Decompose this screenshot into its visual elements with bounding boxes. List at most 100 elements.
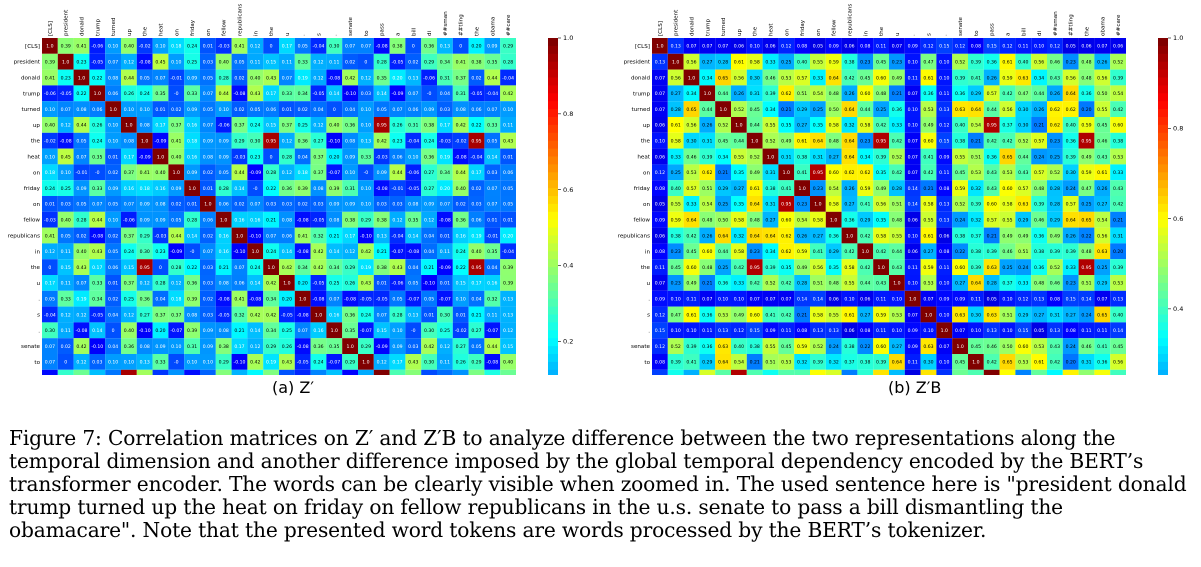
heatmap-cell <box>326 227 343 244</box>
heatmap-cell <box>310 117 327 133</box>
heatmap-cell <box>452 322 469 339</box>
cell-value-label: 0.36 <box>1034 233 1044 239</box>
heatmap-cell <box>168 227 185 244</box>
cell-value-label: -0.07 <box>328 170 340 176</box>
cell-value-label: 0.60 <box>876 344 886 350</box>
cell-value-label: 0.42 <box>1050 360 1060 366</box>
colorbar-segment <box>1158 140 1168 150</box>
heatmap-cell <box>42 338 58 354</box>
heatmap-cell <box>452 275 469 291</box>
cell-value-label: 0.54 <box>1113 91 1123 97</box>
heatmap-cell <box>184 180 200 196</box>
heatmap-cell <box>683 338 700 354</box>
heatmap-cell <box>1094 148 1111 165</box>
cell-value-label: -0.08 <box>313 297 325 303</box>
heatmap-cell <box>437 164 453 181</box>
heatmap-cell <box>484 243 501 260</box>
heatmap-cell <box>452 53 469 70</box>
heatmap-cell <box>42 53 58 70</box>
heatmap-cell <box>1078 354 1095 370</box>
cell-value-label: 0.57 <box>1034 170 1044 176</box>
cell-value-label: 0.42 <box>750 281 760 287</box>
cell-value-label: 0.12 <box>955 44 965 50</box>
heatmap-cell <box>184 38 200 54</box>
heatmap-cell <box>999 243 1016 260</box>
cell-value-label: 0.64 <box>829 75 839 81</box>
heatmap-cell <box>1110 322 1126 339</box>
heatmap-cell <box>841 117 858 133</box>
heatmap-cell <box>310 243 327 260</box>
heatmap-cell <box>778 338 795 354</box>
heatmap-cell <box>715 53 731 70</box>
heatmap-cell <box>215 85 232 102</box>
heatmap-cell <box>326 180 343 196</box>
colorbar-segment <box>1158 211 1168 221</box>
heatmap-cell <box>873 38 889 54</box>
heatmap-cell <box>1078 148 1095 165</box>
column-tick-label: on <box>206 29 212 36</box>
cell-value-label: 0.06 <box>108 91 118 97</box>
heatmap-cell <box>968 180 984 196</box>
heatmap-cell <box>200 369 216 386</box>
cell-value-label: 0.17 <box>345 233 355 239</box>
cell-value-label: 0.41 <box>234 297 244 303</box>
heatmap-cell <box>326 290 343 307</box>
cell-value-label: 0.23 <box>155 249 165 255</box>
heatmap-cell <box>73 132 90 149</box>
column-tick-label: senate <box>348 16 354 36</box>
heatmap-cell <box>342 148 358 165</box>
column-tick-label: the <box>143 26 149 36</box>
cell-value-label: 0.14 <box>1081 297 1091 303</box>
cell-value-label: 0.27 <box>813 233 823 239</box>
heatmap-cell <box>1015 117 1032 133</box>
heatmap-cell <box>778 117 795 133</box>
cell-value-label: 0.30 <box>750 75 760 81</box>
cell-value-label: 0.39 <box>503 281 513 287</box>
heatmap-cell <box>1031 180 1047 196</box>
cell-value-label: 0.07 <box>686 44 696 50</box>
heatmap-cell <box>57 290 74 307</box>
cell-value-label: 0.42 <box>781 312 791 318</box>
cell-value-label: 0.30 <box>971 312 981 318</box>
cell-value-label: 0.21 <box>702 281 712 287</box>
heatmap-cell <box>294 322 311 339</box>
cell-value-label: 1.0 <box>141 139 148 145</box>
colorbar-segment <box>1158 38 1168 47</box>
cell-value-label: 0.10 <box>939 75 949 81</box>
column-tick-label: [CLS] <box>658 21 664 36</box>
heatmap-cell <box>263 38 279 54</box>
cell-value-label: -0.05 <box>60 91 72 97</box>
cell-value-label: 0.08 <box>282 218 292 224</box>
cell-value-label: 0.26 <box>987 75 997 81</box>
colorbar-segment <box>1158 275 1168 284</box>
cell-value-label: 1.0 <box>125 123 132 129</box>
cell-value-label: 0.40 <box>503 360 513 366</box>
heatmap-cell <box>904 148 921 165</box>
cell-value-label: 0.07 <box>1097 44 1107 50</box>
heatmap-cell <box>57 69 74 86</box>
cell-value-label: 0.17 <box>45 281 55 287</box>
heatmap-cell <box>136 53 153 70</box>
cell-value-label: 0.52 <box>1113 60 1123 66</box>
cell-value-label: 0.45 <box>971 344 981 350</box>
colorbar-segment <box>548 140 558 150</box>
cell-value-label: -0.05 <box>91 60 103 66</box>
heatmap-cell <box>699 148 716 165</box>
heatmap-cell <box>437 132 453 149</box>
heatmap-cell <box>326 38 343 54</box>
cell-value-label: 0.11 <box>61 281 71 287</box>
heatmap-cell <box>152 53 169 70</box>
cell-value-label: 0.04 <box>471 297 481 303</box>
heatmap-cell <box>683 354 700 370</box>
cell-value-label: 0.63 <box>987 265 997 271</box>
cell-value-label: 0.58 <box>1002 202 1012 208</box>
cell-value-label: 0.26 <box>124 91 134 97</box>
heatmap-cell <box>952 53 968 70</box>
cell-value-label: 0.43 <box>266 75 276 81</box>
cell-value-label: 0.07 <box>392 107 402 113</box>
heatmap-cell <box>762 211 779 228</box>
cell-value-label: 0.12 <box>655 312 665 318</box>
heatmap-cell <box>889 322 905 339</box>
column-tick-label: on <box>174 29 180 36</box>
heatmap-cell <box>1078 53 1095 70</box>
